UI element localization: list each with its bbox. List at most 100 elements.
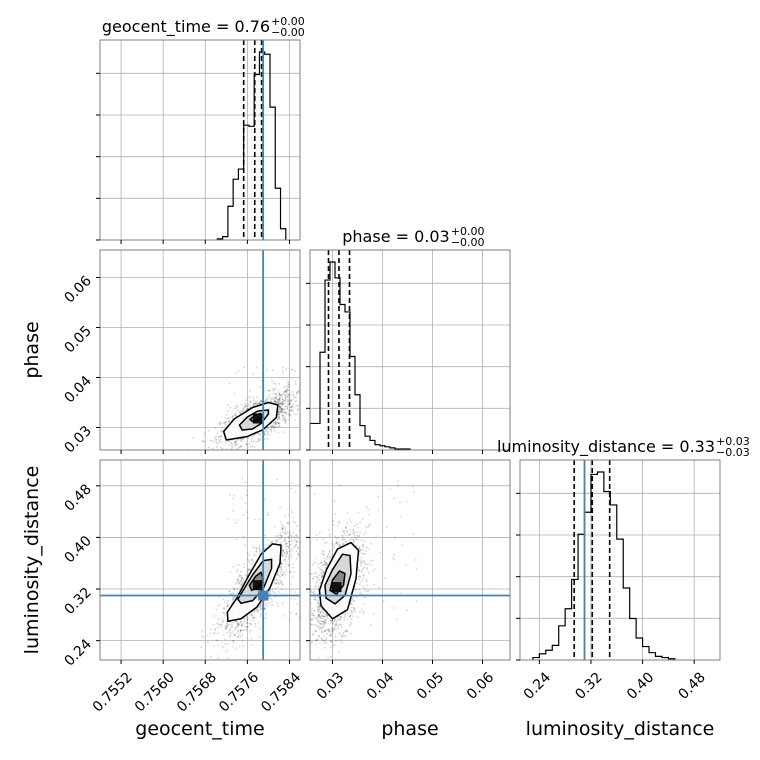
scatter-point bbox=[282, 540, 285, 543]
scatter-point bbox=[339, 484, 342, 486]
scatter-point bbox=[332, 627, 335, 630]
scatter-point bbox=[228, 590, 231, 592]
scatter-point bbox=[346, 630, 348, 633]
scatter-point bbox=[278, 425, 281, 428]
scatter-point bbox=[310, 623, 313, 626]
scatter-point bbox=[335, 622, 338, 625]
scatter-point bbox=[266, 397, 269, 400]
scatter-point bbox=[281, 528, 284, 530]
scatter-point bbox=[287, 521, 289, 524]
scatter-point bbox=[290, 487, 293, 490]
scatter-point bbox=[240, 581, 243, 584]
scatter-point bbox=[329, 634, 332, 637]
scatter-point bbox=[277, 401, 279, 404]
scatter-point bbox=[253, 554, 256, 557]
scatter-point bbox=[266, 430, 269, 433]
scatter-point bbox=[281, 393, 284, 396]
scatter-point bbox=[326, 628, 329, 631]
scatter-point bbox=[315, 599, 317, 601]
scatter-point bbox=[314, 630, 317, 633]
scatter-point bbox=[323, 621, 326, 624]
scatter-point bbox=[346, 522, 348, 524]
scatter-point bbox=[264, 498, 267, 501]
scatter-point bbox=[291, 566, 294, 569]
scatter-point bbox=[322, 553, 325, 555]
scatter-point bbox=[333, 644, 336, 646]
scatter-point bbox=[359, 576, 362, 578]
scatter-point bbox=[236, 569, 239, 571]
scatter-point bbox=[245, 399, 248, 402]
scatter-point bbox=[282, 400, 285, 403]
scatter-point bbox=[367, 548, 370, 550]
scatter-point bbox=[283, 390, 286, 393]
scatter-point bbox=[404, 563, 407, 566]
scatter-point bbox=[331, 549, 334, 552]
scatter-point bbox=[267, 599, 270, 601]
scatter-point bbox=[293, 539, 296, 541]
scatter-point bbox=[233, 440, 236, 443]
scatter-point bbox=[389, 488, 392, 491]
scatter-point bbox=[258, 438, 261, 441]
scatter-point bbox=[359, 561, 362, 564]
scatter-point bbox=[328, 634, 331, 637]
scatter-point bbox=[339, 623, 342, 626]
scatter-point bbox=[296, 413, 299, 416]
scatter-point bbox=[287, 389, 290, 392]
scatter-point bbox=[278, 574, 280, 577]
scatter-point bbox=[278, 395, 281, 398]
scatter-point bbox=[254, 616, 257, 619]
scatter-point bbox=[217, 632, 219, 635]
scatter-point bbox=[318, 628, 321, 631]
scatter-point bbox=[311, 616, 313, 618]
scatter-point bbox=[306, 574, 308, 576]
scatter-point bbox=[295, 550, 298, 553]
scatter-point bbox=[246, 626, 249, 628]
scatter-point bbox=[314, 593, 317, 595]
scatter-point bbox=[225, 625, 228, 628]
scatter-point bbox=[362, 567, 365, 570]
scatter-point bbox=[301, 569, 303, 571]
scatter-point bbox=[242, 409, 245, 412]
scatter-point bbox=[336, 524, 339, 527]
scatter-point bbox=[384, 576, 386, 579]
scatter-point bbox=[323, 620, 326, 622]
scatter-point bbox=[334, 625, 336, 628]
scatter-point bbox=[274, 388, 277, 391]
scatter-point bbox=[349, 615, 351, 618]
scatter-point bbox=[249, 622, 252, 625]
scatter-point bbox=[255, 550, 258, 553]
scatter-point bbox=[280, 406, 283, 409]
scatter-point bbox=[239, 439, 242, 442]
scatter-point bbox=[290, 406, 293, 409]
scatter-point bbox=[258, 627, 261, 630]
scatter-point bbox=[310, 572, 313, 575]
scatter-point bbox=[239, 410, 241, 413]
scatter-point bbox=[284, 528, 286, 531]
scatter-point bbox=[321, 575, 324, 578]
scatter-point bbox=[224, 650, 227, 653]
scatter-point bbox=[271, 425, 274, 427]
scatter-point bbox=[318, 616, 321, 618]
scatter-point bbox=[280, 580, 283, 583]
scatter-point bbox=[331, 630, 334, 633]
scatter-point bbox=[236, 625, 238, 627]
scatter-point bbox=[282, 431, 285, 434]
scatter-point bbox=[293, 546, 295, 549]
scatter-point bbox=[216, 639, 219, 642]
scatter-point bbox=[279, 532, 282, 534]
scatter-point bbox=[363, 574, 365, 576]
scatter-point bbox=[277, 389, 280, 392]
scatter-point bbox=[264, 608, 266, 610]
scatter-point bbox=[271, 369, 274, 371]
scatter-point bbox=[343, 530, 346, 532]
scatter-point bbox=[308, 637, 310, 639]
scatter-point bbox=[289, 399, 292, 401]
scatter-point bbox=[302, 624, 304, 626]
scatter-point bbox=[233, 407, 236, 410]
scatter-point bbox=[255, 400, 258, 403]
scatter-point bbox=[324, 622, 327, 625]
scatter-point bbox=[318, 622, 321, 625]
scatter-point bbox=[259, 548, 261, 551]
scatter-point bbox=[255, 547, 258, 550]
scatter-point bbox=[291, 391, 294, 393]
